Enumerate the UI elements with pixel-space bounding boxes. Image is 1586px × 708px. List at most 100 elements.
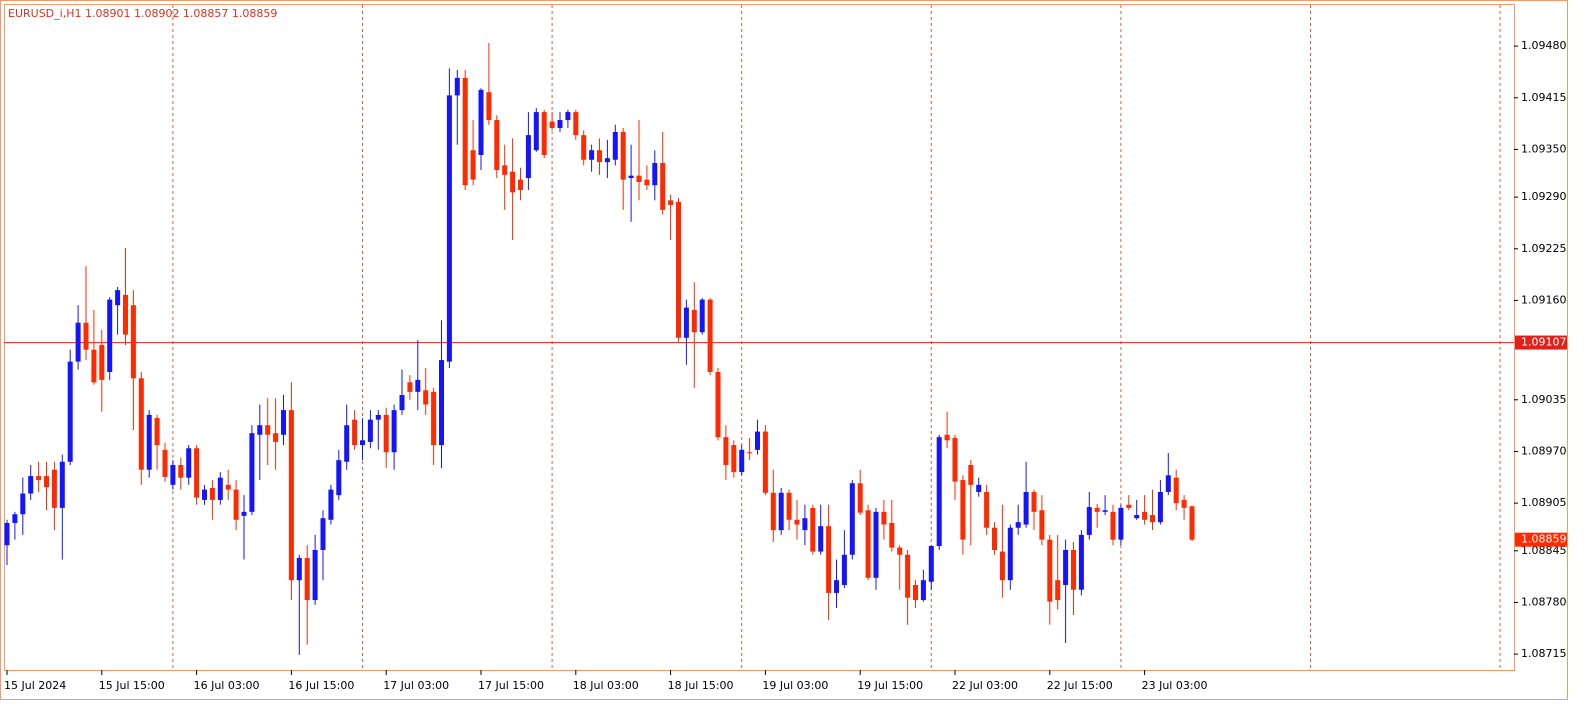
x-tick-label: 15 Jul 15:00: [99, 679, 165, 692]
y-tick-label: 1.09290: [1521, 190, 1567, 203]
candle-body: [573, 112, 579, 136]
x-tick-label: 18 Jul 03:00: [573, 679, 639, 692]
candle-body: [75, 322, 81, 362]
candle-body: [170, 464, 176, 485]
candle-body: [20, 493, 26, 515]
candle-body: [1150, 515, 1155, 523]
candle-body: [1086, 507, 1092, 535]
candle-body: [273, 433, 279, 442]
candle-body: [849, 483, 855, 555]
candle-body: [249, 433, 255, 512]
candle-body: [391, 410, 397, 453]
candle-body: [28, 476, 34, 494]
candle-body: [818, 526, 824, 552]
candle-body: [1078, 534, 1084, 590]
candle-body: [281, 410, 286, 435]
candle-body: [976, 484, 982, 492]
candle-body: [999, 551, 1005, 581]
candle-body: [1189, 506, 1195, 540]
hline-label: 1.09107: [1521, 336, 1567, 349]
candle-body: [225, 484, 231, 490]
candle-body: [715, 371, 721, 438]
y-tick-label: 1.09480: [1521, 39, 1567, 52]
candle-body: [1047, 539, 1053, 602]
candle-body: [834, 580, 839, 593]
x-tick-label: 22 Jul 03:00: [952, 679, 1018, 692]
y-tick-label: 1.08970: [1521, 444, 1567, 457]
y-tick-label: 1.08845: [1521, 544, 1567, 557]
candle-body: [312, 549, 318, 601]
candle-body: [826, 526, 832, 593]
candle-body: [1039, 510, 1045, 540]
candle-body: [913, 584, 918, 601]
candle-body: [944, 434, 950, 441]
candle-body: [241, 511, 247, 516]
outer-frame: [0, 0, 1568, 700]
candle-body: [747, 452, 753, 454]
candle-body: [968, 464, 974, 485]
y-tick-label: 1.09225: [1521, 242, 1567, 255]
candle-body: [367, 419, 373, 442]
candle-body: [936, 437, 942, 547]
candle-body: [336, 460, 342, 496]
candle-body: [541, 112, 547, 156]
candle-body: [739, 449, 745, 473]
candle-body: [1094, 507, 1100, 512]
candle-body: [889, 522, 895, 548]
candle-body: [115, 290, 121, 306]
candle-body: [352, 419, 358, 446]
candle-body: [1007, 527, 1013, 581]
x-tick-label: 16 Jul 15:00: [288, 679, 354, 692]
candle-body: [360, 440, 365, 446]
x-tick-label: 16 Jul 03:00: [194, 679, 260, 692]
candle-body: [518, 179, 523, 190]
candle-body: [502, 165, 508, 175]
candle-body: [439, 360, 444, 446]
candle-body: [178, 464, 184, 478]
candle-body: [992, 527, 997, 550]
y-tick-label: 1.09160: [1521, 293, 1567, 306]
candle-body: [304, 557, 310, 601]
candle-body: [786, 492, 792, 520]
candle-body: [557, 120, 563, 128]
candle-body: [138, 378, 144, 470]
candle-body: [99, 344, 105, 380]
candle-body: [1134, 515, 1140, 519]
x-tick-label: 19 Jul 15:00: [857, 679, 923, 692]
candle-body: [44, 476, 49, 488]
candle-body: [1165, 475, 1171, 492]
candle-body: [628, 175, 634, 179]
candle-body: [494, 120, 500, 171]
candle-body: [36, 476, 42, 481]
candle-body: [525, 135, 531, 179]
candle-body: [676, 201, 681, 338]
candle-body: [146, 414, 152, 470]
candle-body: [668, 200, 674, 206]
price-label-box: [1515, 532, 1567, 547]
candle-body: [1126, 504, 1132, 508]
candle-body: [4, 522, 10, 546]
candle-body: [755, 431, 760, 450]
candle-body: [762, 431, 768, 493]
candle-body: [1118, 507, 1124, 540]
candle-body: [770, 492, 776, 531]
candle-body: [407, 382, 413, 392]
candle-body: [383, 414, 389, 453]
candle-body: [194, 448, 200, 498]
candle-body: [344, 425, 350, 462]
candle-body: [952, 437, 958, 482]
candle-body: [549, 121, 555, 128]
y-tick-label: 1.08715: [1521, 647, 1567, 660]
candle-body: [257, 425, 263, 435]
candle-body: [478, 89, 484, 156]
candle-body: [565, 112, 571, 121]
candle-body: [486, 92, 492, 121]
candle-body: [431, 391, 437, 446]
price-label: 1.08859: [1521, 533, 1567, 546]
candle-body: [652, 162, 658, 186]
candle-body: [802, 518, 808, 531]
candle-body: [446, 95, 452, 362]
candle-body: [660, 162, 666, 210]
candle-body: [1142, 511, 1148, 520]
